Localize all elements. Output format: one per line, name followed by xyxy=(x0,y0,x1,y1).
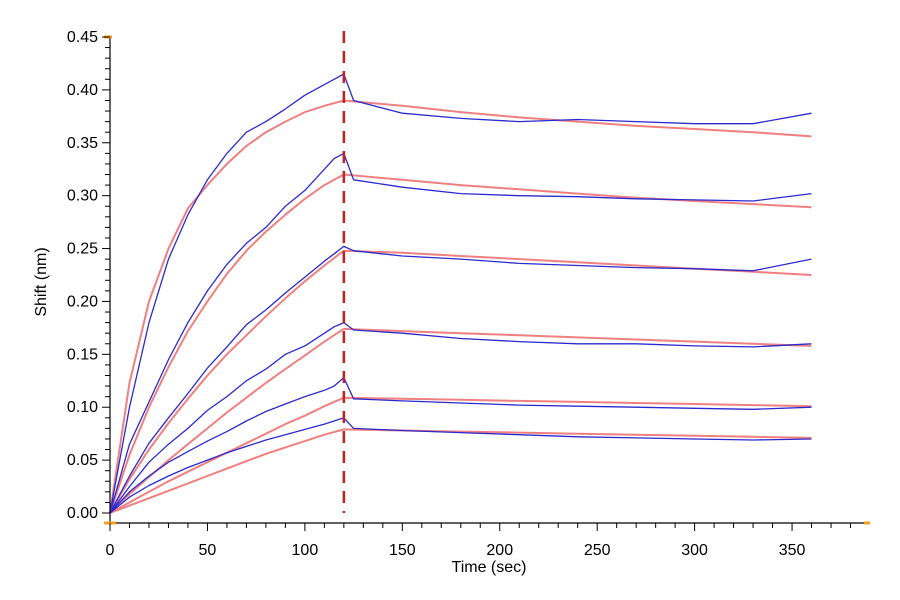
measured-curve-1 xyxy=(109,73,812,514)
x-tick-label: 350 xyxy=(779,542,806,559)
fit-curve-2 xyxy=(109,173,812,514)
axes-group: 0.00 0.05 0.10 0.15 0.20 0.25 0.30 0.35 0.40 0.45… xyxy=(67,29,870,559)
measured-curve-2 xyxy=(109,152,812,514)
fit-curve-6 xyxy=(109,428,812,514)
fit-curve-3 xyxy=(109,249,812,514)
y-axis-title: Shift (nm) xyxy=(33,247,50,316)
y-tick-label: 0.35 xyxy=(67,135,98,152)
y-tick-label: 0.05 xyxy=(67,452,98,469)
fit-curve-4 xyxy=(109,327,812,514)
x-tick-label: 300 xyxy=(681,542,708,559)
y-tick-label: 0.40 xyxy=(67,82,98,99)
fit-curve-5 xyxy=(109,396,812,514)
x-axis-title: Time (sec) xyxy=(452,559,527,576)
y-tick-label: 0.30 xyxy=(67,188,98,205)
measured-curve-5 xyxy=(109,376,812,514)
y-tick-label: 0.15 xyxy=(67,346,98,363)
x-tick-label: 50 xyxy=(199,542,217,559)
x-tick-label: 100 xyxy=(292,542,319,559)
fit-curve-1 xyxy=(109,99,812,514)
measured-curve-6 xyxy=(109,417,812,514)
x-tick-label: 250 xyxy=(584,542,611,559)
measured-curve-4 xyxy=(109,321,812,514)
y-tick-label: 0.25 xyxy=(67,241,98,258)
y-tick-label: 0.20 xyxy=(67,293,98,310)
series-group xyxy=(109,73,812,514)
measured-curve-3 xyxy=(109,245,812,514)
y-tick-label: 0.00 xyxy=(67,505,98,522)
x-tick-label: 150 xyxy=(389,542,416,559)
y-tick-label: 0.45 xyxy=(67,29,98,46)
y-tick-label: 0.10 xyxy=(67,399,98,416)
x-tick-label: 200 xyxy=(486,542,513,559)
x-tick-label: 0 xyxy=(106,542,115,559)
